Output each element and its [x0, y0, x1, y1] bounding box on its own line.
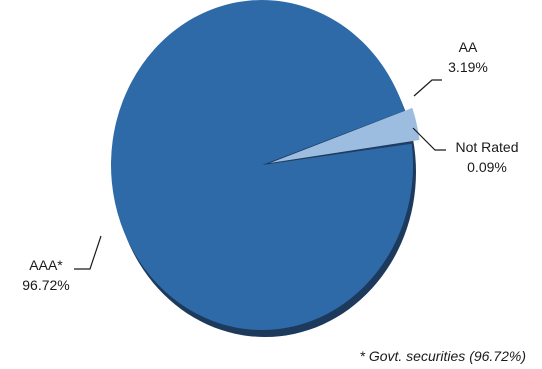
leader-lines [74, 79, 446, 270]
footnote: * Govt. securities (96.72%) [359, 348, 526, 364]
aa-category-label: AA [459, 39, 478, 55]
aa-leader-line [413, 79, 442, 97]
aaa-value-label: 96.72% [22, 277, 69, 293]
not-rated-category-label: Not Rated [455, 139, 518, 155]
slice-aaa [111, 0, 413, 331]
slice-not-rated [262, 141, 412, 165]
aaa-category-label: AAA* [29, 257, 63, 273]
aaa-leader-line [74, 235, 102, 270]
not-rated-leader-line [412, 127, 446, 151]
slice-aa [270, 107, 420, 163]
aa-value-label: 3.19% [448, 59, 488, 75]
pie-slices [111, 0, 420, 337]
not-rated-value-label: 0.09% [467, 159, 507, 175]
